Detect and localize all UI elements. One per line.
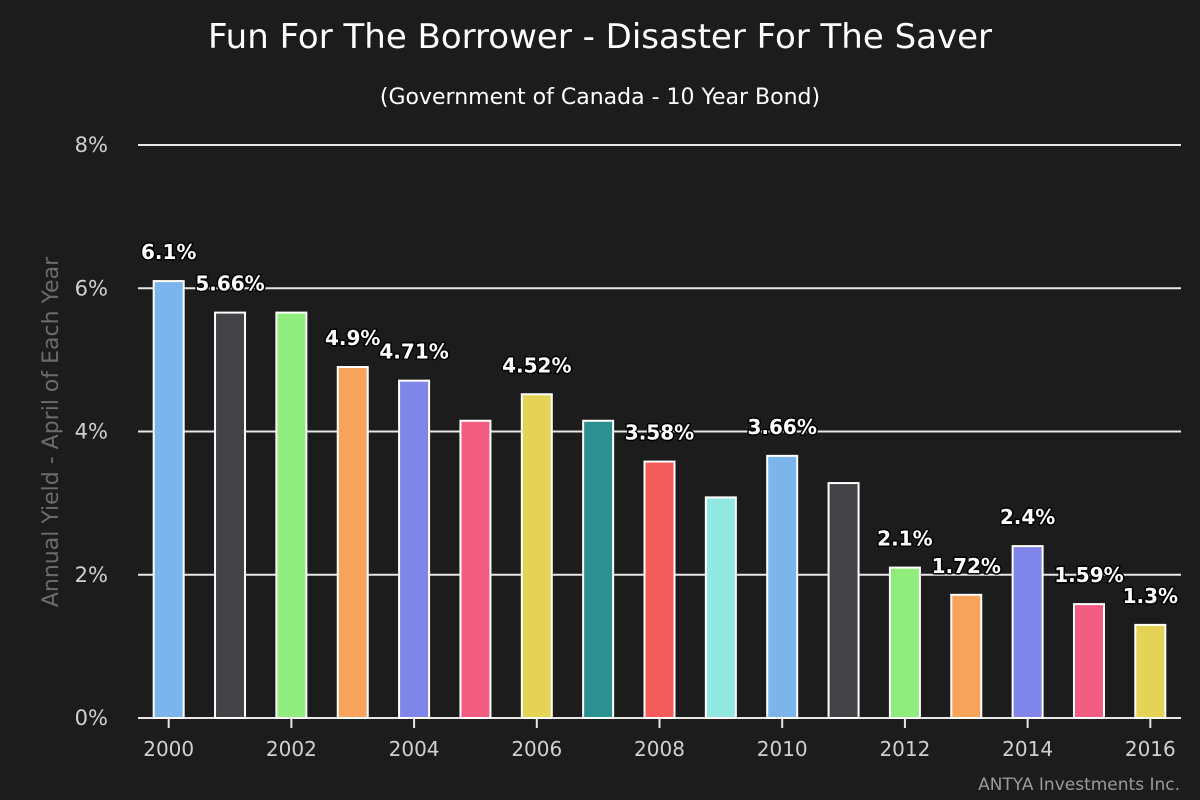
- x-tick-label: 2014: [1002, 737, 1053, 761]
- data-label: 1.72%: [932, 554, 1001, 578]
- x-tick-label: 2004: [389, 737, 440, 761]
- bar: [152, 280, 185, 719]
- data-label: 2.1%: [877, 527, 932, 551]
- bar: [888, 566, 921, 720]
- data-label: 4.71%: [379, 340, 448, 364]
- y-tick-label: 6%: [75, 276, 108, 300]
- x-tick-label: 2006: [511, 737, 562, 761]
- x-tick-label: 2000: [143, 737, 194, 761]
- x-tick-label: 2002: [266, 737, 317, 761]
- bar: [827, 482, 860, 719]
- y-axis-ticks: 0% 2% 4% 6% 8%: [75, 133, 108, 730]
- bar: [1134, 623, 1167, 720]
- data-label: 5.66%: [195, 272, 264, 296]
- bar: [520, 393, 553, 719]
- chart-subtitle: (Government of Canada - 10 Year Bond): [380, 85, 820, 110]
- bar: [704, 496, 737, 719]
- data-label: 1.59%: [1054, 563, 1123, 587]
- data-labels: 6.1% 5.66% 4.9%4.71% 4.52% 3.58% 3.66% 2.1%1.7…: [139, 239, 1179, 610]
- x-axis-ticks: 2000 2002 2004 2006 2008 2010 2012 2014 2016: [143, 718, 1176, 761]
- bar: [950, 593, 983, 719]
- x-tick-label: 2010: [757, 737, 808, 761]
- bar: [1011, 545, 1044, 719]
- x-tick-label: 2016: [1125, 737, 1176, 761]
- grid-lines: [138, 144, 1181, 719]
- data-label: 2.4%: [1000, 505, 1055, 529]
- chart-credit: ANTYA Investments Inc.: [978, 775, 1180, 795]
- chart-title: Fun For The Borrower - Disaster For The …: [208, 17, 992, 57]
- data-label: 1.3%: [1123, 584, 1178, 608]
- x-tick-label: 2012: [879, 737, 930, 761]
- bar: [1072, 603, 1105, 720]
- y-tick-label: 0%: [75, 706, 108, 730]
- y-tick-label: 4%: [75, 420, 108, 444]
- y-tick-label: 8%: [75, 133, 108, 157]
- bar: [398, 379, 431, 719]
- data-label: 3.66%: [748, 415, 817, 439]
- bar: [275, 311, 308, 719]
- data-label: 6.1%: [141, 240, 196, 264]
- data-label: 3.58%: [625, 421, 694, 445]
- x-tick-label: 2008: [634, 737, 685, 761]
- data-label: 4.9%: [325, 326, 380, 350]
- bars: [152, 280, 1167, 720]
- y-axis-label: Annual Yield - April of Each Year: [39, 256, 64, 607]
- bar: [459, 419, 492, 719]
- bar: [766, 454, 799, 719]
- bar: [336, 366, 369, 719]
- bar: [643, 460, 676, 719]
- y-tick-label: 2%: [75, 563, 108, 587]
- data-label: 4.52%: [502, 353, 571, 377]
- bar: [214, 311, 247, 719]
- bar: [582, 419, 615, 719]
